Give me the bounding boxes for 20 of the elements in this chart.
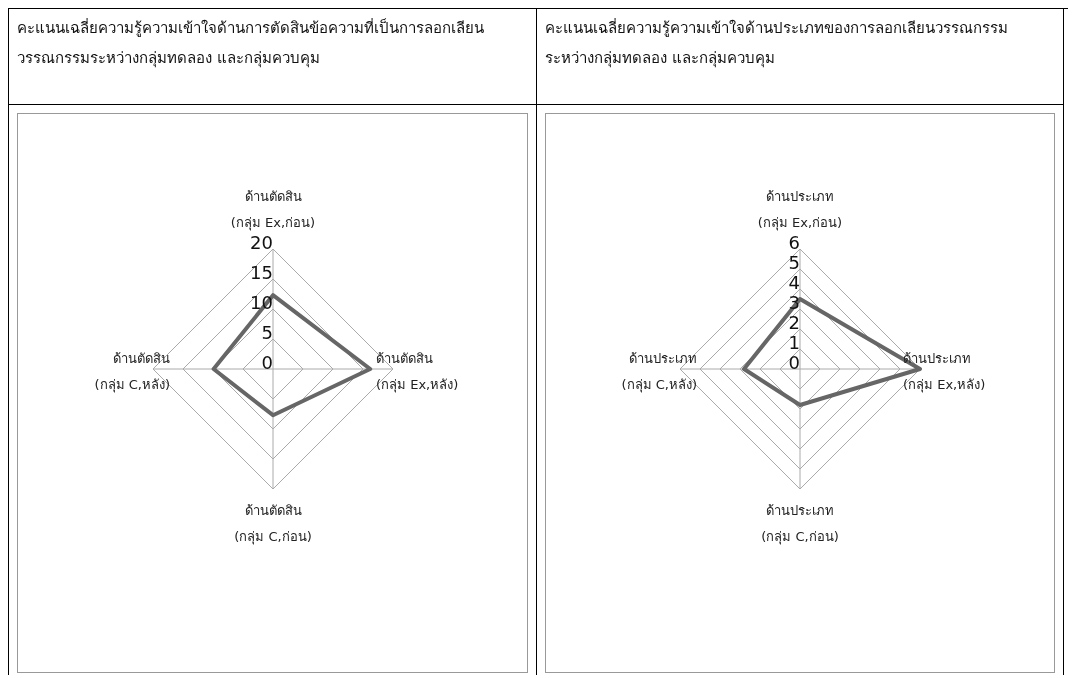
y-tick-label: 6 <box>788 232 800 253</box>
y-tick-label: 4 <box>788 272 800 293</box>
y-tick-label: 5 <box>261 322 273 343</box>
spoke-label: ด้านประเภท (กลุ่ม C,หลัง) <box>621 351 697 393</box>
y-tick-label: 1 <box>788 332 800 353</box>
spoke-label: ด้านประเภท (กลุ่ม Ex,ก่อน) <box>757 189 843 231</box>
spoke-label: ด้านประเภท (กลุ่ม C,ก่อน) <box>761 503 839 545</box>
spoke-label: ด้านตัดสิน (กลุ่ม C,หลัง) <box>94 351 170 393</box>
spoke-label: ด้านตัดสิน (กลุ่ม C,ก่อน) <box>233 503 312 545</box>
spoke-label: ด้านตัดสิน (กลุ่ม Ex,ก่อน) <box>230 189 315 231</box>
spoke-label: ด้านตัดสิน (กลุ่ม Ex,หลัง) <box>375 351 458 393</box>
y-tick-label: 0 <box>261 352 273 373</box>
spoke-label: ด้านประเภท (กลุ่ม Ex,หลัง) <box>903 351 986 393</box>
y-tick-label: 0 <box>788 352 800 373</box>
y-tick-label: 2 <box>788 312 800 333</box>
chart-title: คะแนนเฉลี่ยความรู้ความเข้าใจด้านประเภทของการลอกเลียนวรรณกรรมระหว่างกลุ่มทดลอง และกลุ่มควบคุม <box>536 9 1064 105</box>
y-tick-label: 15 <box>249 262 273 283</box>
y-tick-label: 20 <box>249 232 273 253</box>
y-tick-label: 5 <box>788 252 800 273</box>
chart-title: คะแนนเฉลี่ยความรู้ความเข้าใจด้านการตัดสินข้อความที่เป็นการลอกเลียนวรรณกรรมระหว่างกลุ่มทดลอง และกลุ่มควบคุม <box>8 9 536 105</box>
